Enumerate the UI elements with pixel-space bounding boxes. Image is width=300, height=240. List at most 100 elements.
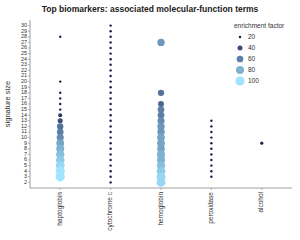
x-tick-label: cytochrome c xyxy=(106,191,114,230)
title: Top biomarkers: associated molecular-fun… xyxy=(42,4,259,14)
legend-swatch xyxy=(236,66,244,74)
point xyxy=(109,97,111,99)
y-tick xyxy=(28,165,30,166)
point xyxy=(210,142,212,144)
point xyxy=(109,86,111,88)
point xyxy=(109,80,111,82)
point xyxy=(210,164,212,166)
point xyxy=(109,120,111,122)
point xyxy=(109,108,111,110)
y-tick xyxy=(28,115,30,116)
points xyxy=(56,24,264,186)
y-tick-label: 23 xyxy=(21,61,27,67)
y-tick-label: 17 xyxy=(21,95,27,101)
point xyxy=(210,170,212,172)
x-tick xyxy=(261,188,262,190)
y-tick-label: 2 xyxy=(24,179,27,185)
y-tick xyxy=(28,76,30,77)
legend: enrichment factor20406080100 xyxy=(234,22,285,86)
y-tick xyxy=(28,31,30,32)
y-tick xyxy=(28,87,30,88)
y-tick xyxy=(28,59,30,60)
point xyxy=(210,153,212,155)
y-tick-label: 10 xyxy=(21,134,27,140)
y-tick xyxy=(28,25,30,26)
y-tick xyxy=(28,154,30,155)
point xyxy=(109,30,111,32)
point xyxy=(109,125,111,127)
point xyxy=(109,36,111,38)
y-tick-label: 15 xyxy=(21,106,27,112)
point xyxy=(109,92,111,94)
y-tick xyxy=(28,48,30,49)
y-tick xyxy=(28,143,30,144)
y-tick-label: 5 xyxy=(24,162,27,168)
legend-swatch xyxy=(239,36,241,38)
y-tick xyxy=(28,126,30,127)
y-tick xyxy=(28,137,30,138)
point xyxy=(109,75,111,77)
y-tick-label: 22 xyxy=(21,67,27,73)
y-tick xyxy=(28,104,30,105)
point xyxy=(210,120,212,122)
y-tick-label: 28 xyxy=(21,33,27,39)
legend-swatch xyxy=(237,56,244,63)
point xyxy=(59,36,61,38)
point xyxy=(109,159,111,161)
y-tick-label: 24 xyxy=(21,56,27,62)
y-tick-label: 20 xyxy=(21,78,27,84)
x-tick-label: peroxidase xyxy=(207,192,215,224)
point xyxy=(56,172,65,181)
chart: Top biomarkers: associated molecular-fun… xyxy=(0,0,300,240)
y-tick xyxy=(28,109,30,110)
y-tick-label: 13 xyxy=(21,117,27,123)
point xyxy=(109,148,111,150)
point xyxy=(109,131,111,133)
point xyxy=(109,164,111,166)
x-tick xyxy=(60,188,61,190)
y-tick xyxy=(28,176,30,177)
point xyxy=(157,178,166,187)
y-tick-label: 19 xyxy=(21,84,27,90)
y-tick xyxy=(28,42,30,43)
y-tick-label: 18 xyxy=(21,89,27,95)
point xyxy=(109,153,111,155)
point xyxy=(210,125,212,127)
y-tick-label: 30 xyxy=(21,22,27,28)
point xyxy=(210,136,212,138)
y-tick-label: 9 xyxy=(24,140,27,146)
point xyxy=(210,159,212,161)
point xyxy=(58,118,63,123)
point xyxy=(58,113,62,117)
y-tick-label: 3 xyxy=(24,173,27,179)
x-tick-label: haptoglobin xyxy=(56,192,64,226)
y-tick-label: 27 xyxy=(21,39,27,45)
point xyxy=(109,41,111,43)
point xyxy=(59,92,61,94)
y-tick-label: 6 xyxy=(24,156,27,162)
y-axis-label: signature size xyxy=(3,81,12,127)
y-tick xyxy=(28,64,30,65)
point xyxy=(57,123,63,129)
point xyxy=(109,170,111,172)
x-tick xyxy=(161,188,162,190)
x-tick-label: alcohol xyxy=(257,191,264,212)
y-tick xyxy=(28,36,30,37)
x-tick xyxy=(110,188,111,190)
point xyxy=(157,39,164,46)
y-tick-label: 11 xyxy=(21,128,27,134)
y-tick xyxy=(28,70,30,71)
y-tick-label: 21 xyxy=(21,72,27,78)
x-tick-label: hemoglobin xyxy=(157,192,165,226)
point xyxy=(59,97,61,99)
point xyxy=(109,103,111,105)
y-tick xyxy=(28,53,30,54)
point xyxy=(210,148,212,150)
point xyxy=(210,131,212,133)
point xyxy=(260,142,263,145)
point xyxy=(109,58,111,60)
y-tick xyxy=(28,182,30,183)
point xyxy=(59,108,61,110)
legend-label: 40 xyxy=(248,44,256,51)
point xyxy=(109,64,111,66)
